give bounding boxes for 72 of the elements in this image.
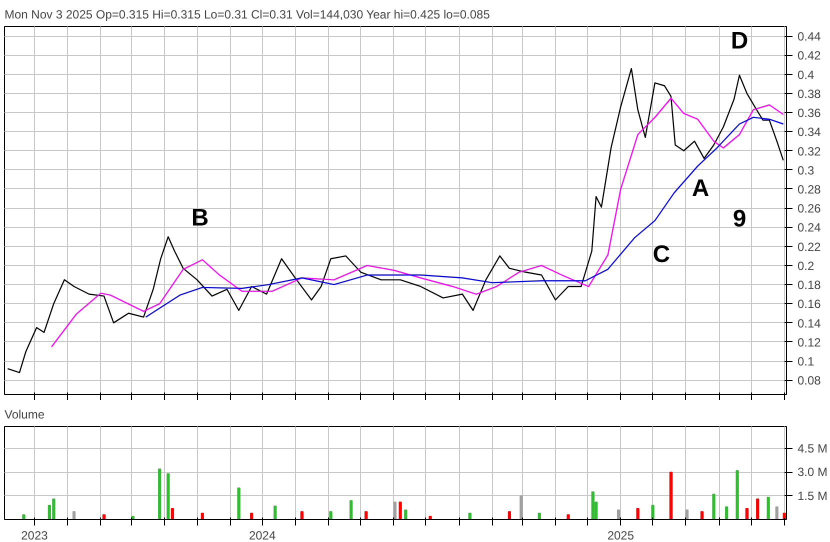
y-tick-label: 4.5 M — [798, 442, 828, 456]
bar — [745, 508, 748, 520]
y-tick-label: 0.26 — [798, 202, 822, 216]
bar — [685, 510, 689, 520]
x-tick-label: 2024 — [248, 528, 276, 542]
bar — [329, 511, 332, 520]
bar — [669, 472, 673, 520]
bar — [520, 495, 523, 520]
bar — [166, 473, 170, 520]
y-tick-label: 0.42 — [798, 48, 822, 63]
y-tick-label: 0.1 — [798, 354, 815, 369]
bar — [766, 496, 770, 520]
bar — [725, 506, 728, 520]
y-tick-label: 0.22 — [798, 240, 822, 254]
bar — [170, 508, 174, 520]
annotation: B — [191, 204, 209, 232]
annotation: C — [652, 241, 670, 268]
bar — [700, 511, 704, 520]
y-tick-label: 0.36 — [798, 106, 822, 120]
bar — [158, 468, 162, 520]
annotation: 9 — [732, 205, 746, 232]
x-tick-label: 2025 — [607, 528, 634, 542]
line-series — [50, 98, 784, 348]
y-tick-label: 1.5 M — [798, 488, 828, 503]
chart-title: Mon Nov 3 2025 Op=0.315 Hi=0.315 Lo=0.31 Cl=0.31 Vol=144,030 Year hi=0.425 lo=0.085 — [4, 8, 490, 22]
y-tick-label: 0.34 — [798, 125, 822, 140]
y-tick-label: 0.24 — [798, 220, 822, 235]
bar — [712, 494, 716, 520]
y-tick-label: 0.14 — [798, 316, 822, 330]
bar — [364, 511, 368, 520]
y-tick-label: 3.0 M — [798, 465, 828, 480]
bar — [636, 508, 640, 520]
y-tick-label: 0.4 — [798, 68, 815, 82]
bar — [398, 502, 402, 520]
y-tick-label: 0.3 — [798, 163, 815, 178]
bar — [22, 514, 26, 520]
y-tick-label: 0.08 — [798, 374, 822, 388]
line-series — [7, 68, 784, 374]
bar — [274, 506, 277, 520]
x-tick-label: 2023 — [21, 528, 48, 542]
bar — [538, 512, 541, 520]
y-tick-label: 0.38 — [798, 86, 822, 101]
bar — [775, 506, 778, 520]
bar — [300, 511, 304, 520]
chart-title: Volume — [4, 408, 45, 422]
bar — [350, 500, 353, 520]
bar — [651, 504, 654, 520]
annotation: A — [692, 174, 710, 202]
y-tick-label: 0.44 — [798, 30, 822, 44]
bar — [566, 514, 570, 520]
bar — [468, 512, 472, 520]
bar — [237, 487, 240, 520]
y-tick-label: 0.16 — [798, 297, 822, 312]
y-tick-label: 0.28 — [798, 182, 822, 196]
annotation: D — [730, 28, 748, 55]
y-tick-label: 0.18 — [798, 278, 822, 292]
bar — [393, 502, 397, 520]
bar — [200, 512, 204, 520]
bar — [250, 512, 254, 520]
y-tick-label: 0.32 — [798, 144, 822, 158]
bar — [72, 511, 76, 520]
bar — [736, 470, 739, 520]
bar — [591, 491, 594, 520]
y-tick-label: 0.2 — [798, 258, 815, 273]
bar — [404, 510, 408, 520]
bar — [508, 511, 511, 520]
bar — [428, 516, 432, 520]
bar — [756, 498, 760, 520]
bar — [616, 510, 620, 520]
bar — [52, 498, 56, 520]
line-series — [145, 116, 784, 318]
y-tick-label: 0.12 — [798, 335, 822, 350]
